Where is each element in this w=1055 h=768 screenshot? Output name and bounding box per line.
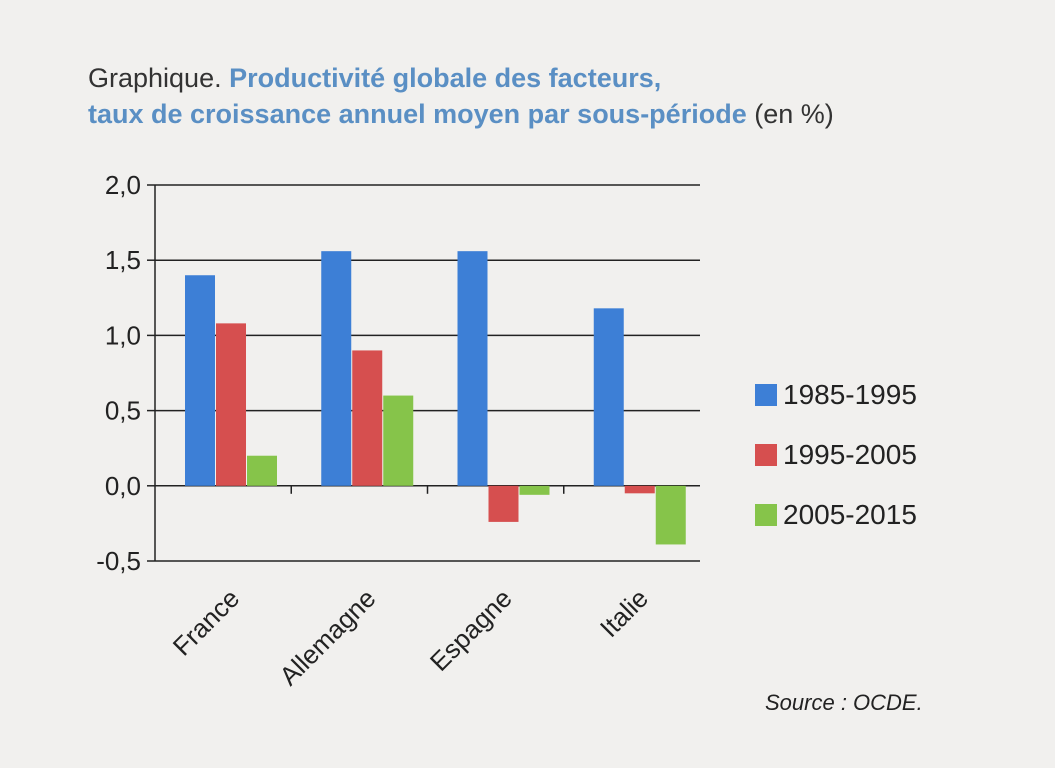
bar-2005-2015 (383, 395, 414, 486)
legend: 1985-1995 1995-2005 2005-2015 (755, 365, 917, 545)
source-note: Source : OCDE. (765, 690, 923, 715)
bar-2005-2015 (519, 485, 550, 495)
legend-label: 2005-2015 (783, 499, 917, 530)
legend-swatch (755, 384, 777, 406)
bar-1985-1995 (457, 251, 488, 486)
bar-2005-2015 (247, 455, 277, 486)
bar-1995-2005 (352, 350, 383, 486)
bar-1985-1995 (321, 251, 352, 486)
y-tick-label: 0,0 (105, 471, 141, 501)
bar-1995-2005 (216, 323, 246, 486)
bar-1995-2005 (488, 485, 519, 522)
category-label: France (167, 583, 245, 661)
title-unit: (en %) (754, 99, 834, 129)
category-label: Espagne (424, 583, 518, 677)
bar-1995-2005 (624, 485, 655, 494)
y-tick-label: 1,0 (105, 320, 141, 350)
bar-1985-1995 (185, 275, 215, 486)
title-main-line1: Productivité globale des facteurs, (229, 63, 662, 93)
bar-2005-2015 (655, 485, 686, 545)
title-main-line2: taux de croissance annuel moyen par sous… (88, 99, 747, 129)
category-label: Italie (594, 583, 654, 643)
legend-item: 1995-2005 (755, 425, 917, 485)
y-tick-label: -0,5 (96, 546, 141, 576)
bar-1985-1995 (593, 308, 624, 486)
legend-item: 2005-2015 (755, 485, 917, 545)
legend-item: 1985-1995 (755, 365, 917, 425)
y-tick-label: 1,5 (105, 245, 141, 275)
legend-label: 1985-1995 (783, 379, 917, 410)
legend-swatch (755, 444, 777, 466)
category-label: Allemagne (273, 583, 381, 691)
chart-title: Graphique. Productivité globale des fact… (88, 60, 834, 132)
legend-swatch (755, 504, 777, 526)
y-tick-label: 0,5 (105, 396, 141, 426)
legend-label: 1995-2005 (783, 439, 917, 470)
title-prefix: Graphique. (88, 63, 222, 93)
y-tick-label: 2,0 (105, 170, 141, 200)
